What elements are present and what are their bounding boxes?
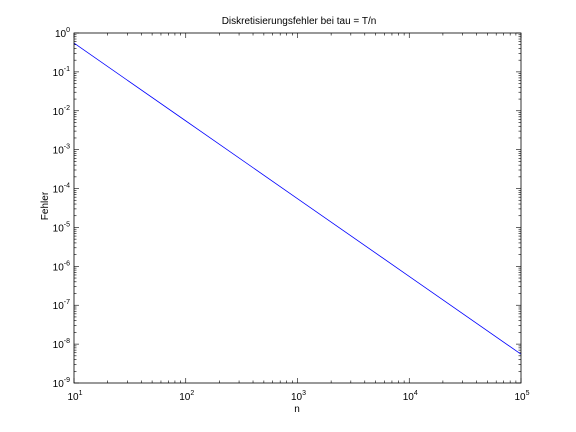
y-tick-label: 10-3 — [53, 144, 70, 157]
series-line — [73, 42, 522, 355]
x-tick-label: 103 — [291, 390, 306, 403]
y-tick-label: 10-7 — [53, 299, 70, 312]
x-tick-label: 105 — [514, 390, 529, 403]
x-axis-label: n — [294, 404, 300, 415]
y-tick-label: 10-9 — [53, 377, 70, 390]
x-tick-label: 102 — [179, 390, 194, 403]
y-tick-label: 10-2 — [53, 105, 70, 118]
y-tick-label: 10-5 — [53, 221, 70, 234]
x-tick-label: 104 — [403, 390, 418, 403]
y-tick-label: 10-6 — [53, 260, 70, 273]
y-tick-label: 10-4 — [53, 183, 70, 196]
plot-area-frame — [73, 32, 522, 384]
y-tick-label: 100 — [55, 27, 70, 40]
chart-title: Diskretisierungsfehler bei tau = T/n — [222, 16, 377, 27]
x-tick-label: 101 — [67, 390, 82, 403]
y-axis-label: Fehler — [40, 191, 51, 220]
y-tick-label: 10-8 — [53, 338, 70, 351]
axis-tick-labels: 101 102 103 104 105 10-9 10-8 10-7 10-6 10-5 10-4 1… — [53, 27, 530, 403]
y-tick-label: 10-1 — [53, 66, 70, 79]
